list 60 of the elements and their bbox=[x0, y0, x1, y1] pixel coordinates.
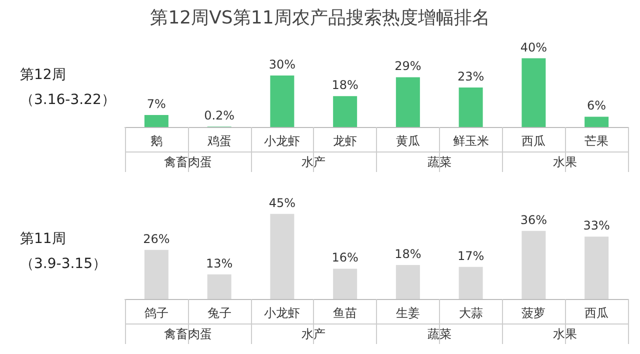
x-tick-label: 黄瓜 bbox=[396, 134, 420, 148]
bar bbox=[458, 266, 483, 299]
data-label: 33% bbox=[583, 218, 610, 233]
data-label: 18% bbox=[332, 78, 358, 92]
text: 禽畜肉蛋 bbox=[164, 155, 212, 169]
data-label: 30% bbox=[268, 57, 296, 72]
data-label: 18% bbox=[394, 246, 422, 261]
x-tick-label: 兔子 bbox=[207, 306, 232, 320]
data-label: 29% bbox=[394, 59, 422, 74]
bar bbox=[270, 75, 294, 127]
x-tick-label: 大蒜 bbox=[458, 306, 483, 320]
text: （3.16-3.22） bbox=[20, 92, 116, 108]
bar bbox=[396, 264, 420, 299]
x-tick-label: 鱼苗 bbox=[333, 306, 358, 320]
text: 水果 bbox=[553, 327, 578, 341]
bar bbox=[144, 250, 168, 299]
x-tick-label: 小龙虾 bbox=[264, 134, 300, 148]
y-axis-title: 第12周 bbox=[20, 67, 66, 83]
data-label: 36% bbox=[520, 212, 548, 227]
data-label: 7% bbox=[146, 96, 166, 111]
bar bbox=[144, 114, 168, 127]
bar bbox=[584, 116, 609, 127]
x-tick-label: 生姜 bbox=[396, 306, 420, 320]
data-label: 6% bbox=[587, 98, 606, 113]
x-tick-label: 鸽子 bbox=[144, 306, 168, 320]
text: 蔬菜 bbox=[427, 155, 452, 169]
data-label: 45% bbox=[268, 196, 296, 210]
data-label: 0.2% bbox=[204, 108, 235, 123]
data-label: 23% bbox=[457, 70, 484, 84]
y-axis-title: 第11周 bbox=[20, 231, 66, 247]
x-tick-label: 小龙虾 bbox=[264, 306, 300, 320]
x-tick-label: 龙虾 bbox=[333, 134, 358, 148]
bar bbox=[396, 77, 420, 127]
text: （3.9-3.15） bbox=[20, 256, 106, 272]
bar bbox=[207, 274, 232, 299]
bar bbox=[584, 236, 609, 299]
bar bbox=[333, 96, 358, 127]
data-label: 16% bbox=[332, 250, 358, 265]
text: 水果 bbox=[553, 155, 578, 169]
x-tick-label: 鲜玉米 bbox=[452, 134, 489, 148]
x-tick-label: 鸡蛋 bbox=[206, 134, 232, 148]
data-label: 13% bbox=[206, 256, 233, 270]
x-tick-label: 西瓜 bbox=[522, 134, 546, 148]
bar bbox=[333, 268, 358, 299]
data-label: 17% bbox=[457, 248, 484, 263]
x-tick-label: 西瓜 bbox=[584, 306, 609, 320]
x-tick-label: 鹅 bbox=[150, 134, 162, 148]
bar bbox=[522, 58, 546, 127]
data-label: 40% bbox=[520, 40, 548, 54]
text: 蔬菜 bbox=[427, 327, 452, 341]
x-tick-label: 芒果 bbox=[584, 134, 609, 148]
x-tick-label: 菠萝 bbox=[522, 306, 546, 320]
bar bbox=[458, 88, 483, 127]
text: 水产 bbox=[302, 155, 326, 169]
text: 禽畜肉蛋 bbox=[164, 327, 212, 341]
text: 水产 bbox=[302, 327, 326, 341]
bar bbox=[270, 214, 294, 299]
chart-title: 第12周VS第11周农产品搜索热度增幅排名 bbox=[150, 8, 490, 28]
bar bbox=[522, 230, 546, 299]
data-label: 26% bbox=[143, 232, 170, 246]
